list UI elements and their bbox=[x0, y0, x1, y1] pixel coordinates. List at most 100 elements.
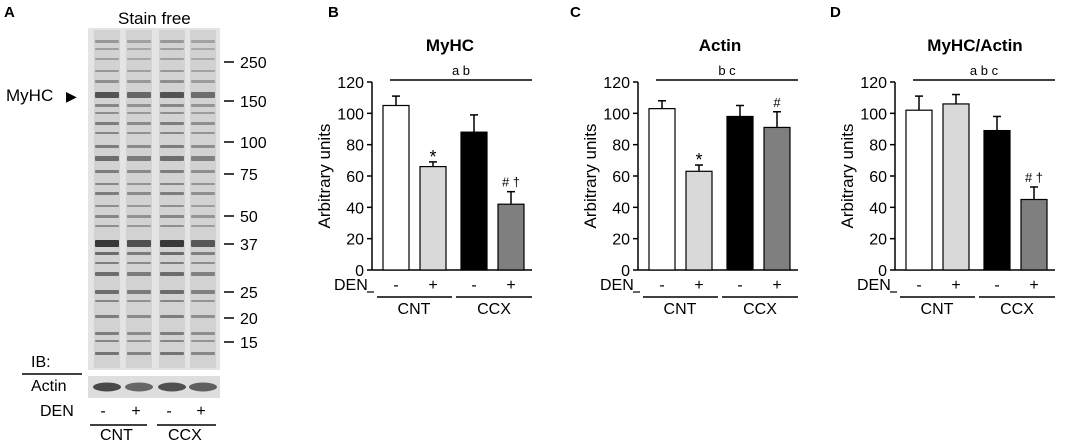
den-sign: - bbox=[100, 403, 105, 420]
y-tick-label: 120 bbox=[337, 75, 364, 92]
den-sign: - bbox=[737, 277, 742, 294]
panel-a-letter: A bbox=[4, 4, 15, 21]
mw-label: 150 bbox=[240, 94, 267, 111]
significance-label: b c bbox=[718, 63, 736, 78]
den-sign: + bbox=[506, 277, 515, 294]
bar bbox=[905, 109, 933, 271]
mw-label: 100 bbox=[240, 135, 267, 152]
den-sign: + bbox=[694, 277, 703, 294]
chart-title: MyHC bbox=[426, 36, 474, 55]
y-axis-label: Arbitrary units bbox=[315, 124, 334, 229]
bar bbox=[1020, 198, 1048, 271]
panel-letter: C bbox=[570, 4, 581, 21]
marker-arrow-icon: ▶ bbox=[66, 88, 77, 104]
panel-b: B MyHC Arbitrary units 0 20 40 60 80 100 120 a b * #… bbox=[315, 4, 532, 318]
y-tick-label: 60 bbox=[869, 169, 887, 186]
mw-label: 20 bbox=[240, 311, 258, 328]
y-tick-label: 100 bbox=[603, 106, 630, 123]
actin-band bbox=[189, 382, 217, 392]
y-tick-label: 0 bbox=[355, 263, 364, 280]
den-sign: - bbox=[393, 277, 398, 294]
gel-lane bbox=[190, 30, 216, 368]
significance-mark: # † bbox=[502, 175, 520, 190]
mw-label: 25 bbox=[240, 285, 258, 302]
den-sign: + bbox=[1029, 277, 1038, 294]
significance-mark: # † bbox=[1025, 170, 1043, 185]
significance-mark: * bbox=[429, 147, 436, 167]
bar bbox=[648, 108, 676, 271]
y-tick-label: 80 bbox=[346, 138, 364, 155]
gel-image bbox=[88, 28, 220, 370]
y-tick-label: 0 bbox=[878, 263, 887, 280]
y-tick-label: 20 bbox=[612, 232, 630, 249]
actin-blot-label: Actin bbox=[31, 378, 67, 395]
panel-c: C Actin Arbitrary units 0 20 40 60 80 100 120 b c *… bbox=[570, 4, 798, 318]
panel-d: D MyHC/Actin Arbitrary units 0 20 40 60 80 100 12… bbox=[830, 4, 1055, 318]
significance-mark: # bbox=[773, 95, 781, 110]
significance-label: a b c bbox=[970, 63, 999, 78]
bar bbox=[497, 203, 525, 271]
y-tick-label: 80 bbox=[612, 138, 630, 155]
mw-label: 75 bbox=[240, 167, 258, 184]
y-axis-label: Arbitrary units bbox=[838, 124, 857, 229]
y-tick-label: 20 bbox=[869, 232, 887, 249]
group-label: CCX bbox=[1000, 301, 1034, 318]
y-tick-label: 80 bbox=[869, 138, 887, 155]
actin-band bbox=[93, 382, 121, 392]
group-label: CNT bbox=[664, 301, 697, 318]
den-sign: + bbox=[772, 277, 781, 294]
mw-label: 250 bbox=[240, 55, 267, 72]
mw-label: 15 bbox=[240, 335, 258, 352]
den-label: DEN bbox=[600, 277, 634, 294]
bar bbox=[726, 115, 754, 271]
group-label: CCX bbox=[743, 301, 777, 318]
den-sign: - bbox=[916, 277, 921, 294]
den-sign: + bbox=[196, 403, 205, 420]
panel-letter: B bbox=[328, 4, 339, 21]
significance-mark: * bbox=[695, 150, 702, 170]
den-sign: + bbox=[428, 277, 437, 294]
den-label: DEN bbox=[334, 277, 368, 294]
bar bbox=[685, 170, 713, 271]
group-cnt-a: CNT bbox=[100, 427, 133, 443]
panel-letter: D bbox=[830, 4, 841, 21]
actin-band bbox=[125, 382, 153, 392]
den-sign: - bbox=[471, 277, 476, 294]
bar bbox=[382, 104, 410, 271]
group-label: CNT bbox=[398, 301, 431, 318]
bar bbox=[419, 166, 447, 271]
y-tick-label: 60 bbox=[612, 169, 630, 186]
y-axis-label: Arbitrary units bbox=[581, 124, 600, 229]
den-label: DEN bbox=[857, 277, 891, 294]
mw-label: 50 bbox=[240, 209, 258, 226]
group-ccx-a: CCX bbox=[168, 427, 202, 443]
y-tick-label: 120 bbox=[603, 75, 630, 92]
bar bbox=[983, 129, 1011, 271]
y-tick-label: 40 bbox=[346, 200, 364, 217]
y-tick-label: 40 bbox=[612, 200, 630, 217]
gel-lane bbox=[94, 30, 120, 368]
y-tick-label: 100 bbox=[860, 106, 887, 123]
gel-title: Stain free bbox=[118, 9, 191, 28]
gel-lane bbox=[126, 30, 152, 368]
den-sign: - bbox=[994, 277, 999, 294]
bar bbox=[763, 126, 791, 271]
y-tick-label: 100 bbox=[337, 106, 364, 123]
bar bbox=[942, 103, 970, 271]
den-sign: - bbox=[166, 403, 171, 420]
myhc-marker-label: MyHC bbox=[6, 86, 53, 105]
den-sign: - bbox=[659, 277, 664, 294]
actin-band bbox=[158, 382, 186, 392]
den-label-a: DEN bbox=[40, 403, 74, 420]
den-sign: + bbox=[951, 277, 960, 294]
y-tick-label: 60 bbox=[346, 169, 364, 186]
actin-blot-image bbox=[88, 376, 220, 398]
den-sign: + bbox=[131, 403, 140, 420]
gel-lane bbox=[159, 30, 185, 368]
y-tick-label: 0 bbox=[621, 263, 630, 280]
group-label: CNT bbox=[921, 301, 954, 318]
group-label: CCX bbox=[477, 301, 511, 318]
chart-title: MyHC/Actin bbox=[927, 36, 1022, 55]
